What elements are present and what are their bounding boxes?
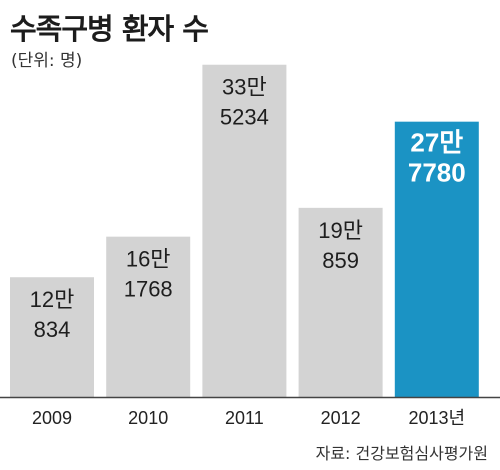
bar-2011 xyxy=(202,64,287,398)
data-label-2013년-1: 27만 xyxy=(410,128,463,158)
x-tick-label: 2013년 xyxy=(408,408,465,428)
data-label-2010-2: 1768 xyxy=(124,277,173,302)
bar-2010 xyxy=(106,236,191,397)
data-label-2012-2: 859 xyxy=(322,248,359,273)
bar-chart: 12만 834 2009 16만 1768 2010 33만 5234 2011 19만 859 20… xyxy=(0,64,500,428)
x-tick-label: 2012 xyxy=(321,408,361,428)
data-label-2011-1: 33만 xyxy=(222,75,267,100)
bar-2009 xyxy=(10,277,94,397)
x-tick-label: 2011 xyxy=(225,408,264,428)
bar-2013년 xyxy=(394,121,479,398)
x-tick-label: 2009 xyxy=(32,408,72,428)
data-label-2009-2: 834 xyxy=(34,317,71,342)
bar-2012 xyxy=(298,207,383,397)
chart-title: 수족구병 환자 수 xyxy=(10,12,209,46)
data-label-2010-1: 16만 xyxy=(126,247,171,272)
data-label-2011-2: 5234 xyxy=(220,105,269,130)
unit-note: (단위: 명) xyxy=(11,51,83,71)
data-label-2009-1: 12만 xyxy=(30,287,75,312)
data-label-2012-1: 19만 xyxy=(318,218,363,243)
x-tick-label: 2010 xyxy=(128,408,168,428)
data-label-2013년-2: 7780 xyxy=(408,158,466,188)
source-note: 자료: 건강보험심사평가원 xyxy=(315,444,488,463)
